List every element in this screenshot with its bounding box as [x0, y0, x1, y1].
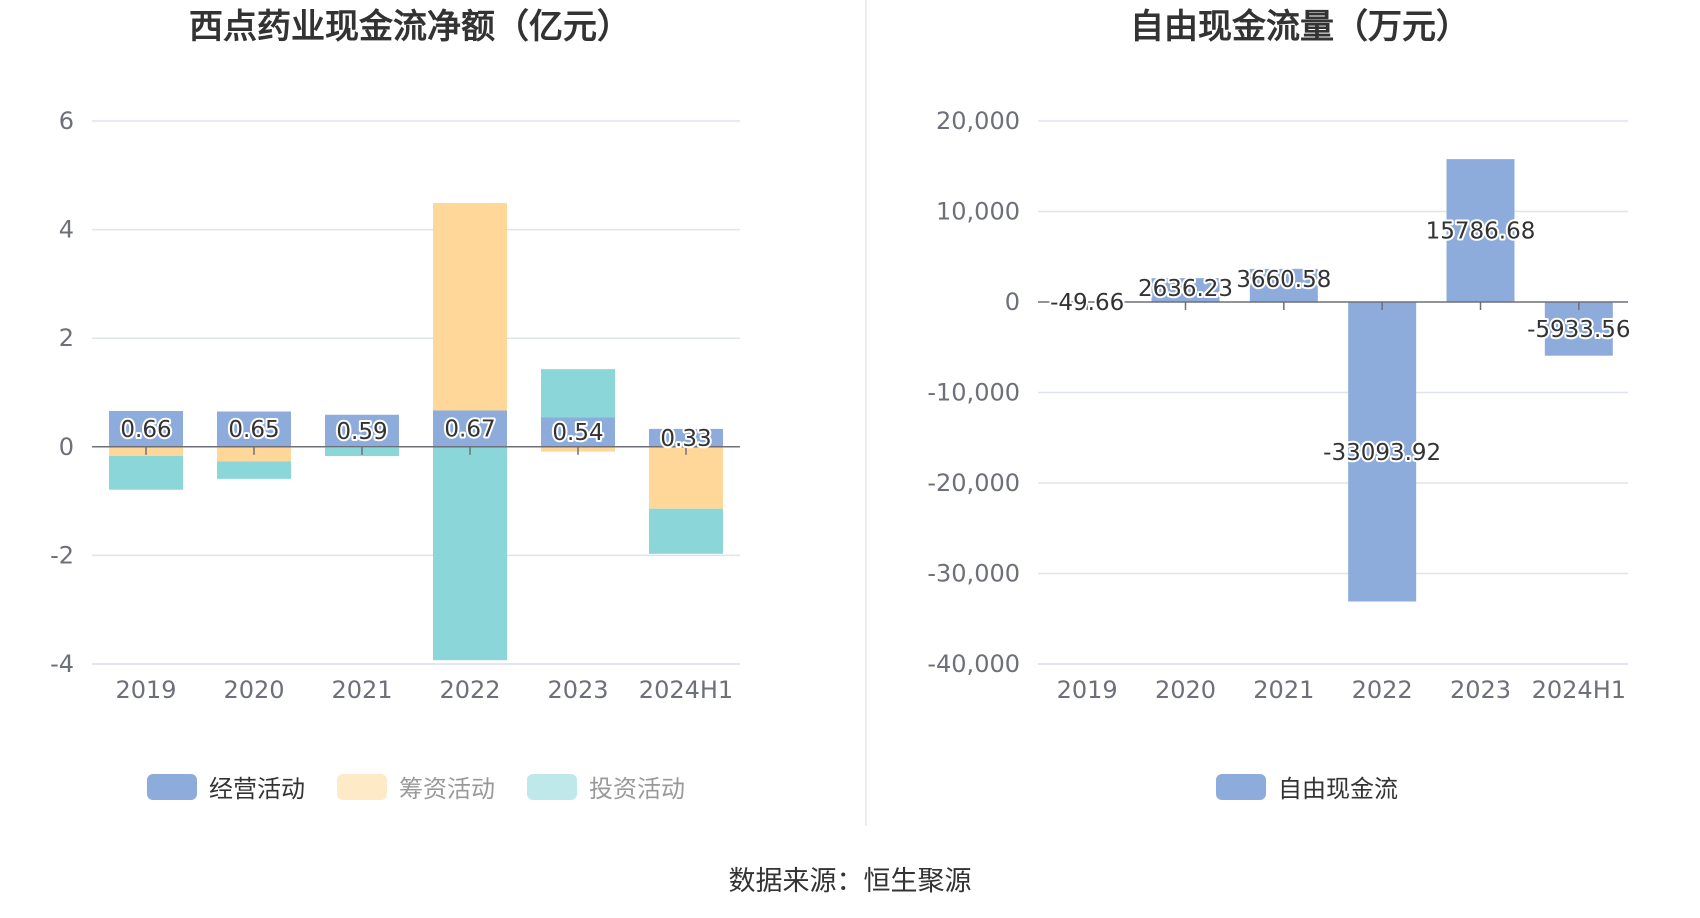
- data-label: 0.33: [660, 426, 711, 452]
- y-tick-label: 2: [59, 324, 74, 352]
- x-tick-label: 2022: [1352, 676, 1413, 704]
- bar-投资活动: [433, 446, 507, 661]
- bar-自由现金流: [1446, 159, 1515, 302]
- data-label: 0.67: [444, 417, 495, 443]
- bar-投资活动: [217, 461, 291, 479]
- legend-label: 投资活动: [589, 775, 685, 803]
- bar-投资活动: [541, 369, 615, 418]
- bar-投资活动: [109, 456, 183, 490]
- legend-label: 经营活动: [209, 775, 305, 803]
- data-label: 0.65: [228, 417, 279, 443]
- legend-swatch-自由现金流: [1216, 774, 1266, 800]
- y-tick-label: 4: [59, 216, 74, 244]
- bar-经营活动: [109, 410, 183, 447]
- data-label: -5933.56: [1527, 317, 1630, 343]
- bar-自由现金流: [1544, 302, 1613, 356]
- x-tick-label: 2021: [331, 676, 392, 704]
- y-tick-label: -30,000: [927, 560, 1020, 588]
- data-label: 0.66: [120, 417, 171, 443]
- bar-经营活动: [649, 428, 723, 447]
- x-tick-label: 2020: [1155, 676, 1216, 704]
- legend-label: 自由现金流: [1278, 775, 1398, 803]
- chart-title: 自由现金流量（万元）: [1130, 7, 1470, 47]
- y-tick-label: -2: [50, 541, 74, 569]
- y-tick-label: 0: [59, 433, 74, 461]
- x-tick-label: 2024H1: [1532, 676, 1626, 704]
- x-tick-label: 2020: [223, 676, 284, 704]
- y-tick-label: 6: [59, 107, 74, 135]
- data-source: 数据来源：恒生聚源: [729, 866, 972, 897]
- x-tick-label: 2023: [1450, 676, 1511, 704]
- bar-筹资活动: [433, 202, 507, 411]
- data-label: 2636.23: [1138, 276, 1233, 302]
- data-label: 0.54: [552, 420, 603, 446]
- cash-flow-chart: 西点药业现金流净额（亿元） -4 -2 0 2 4 6 2019 2020 2021 2022 202…: [50, 7, 740, 803]
- data-label: 3660.58: [1236, 267, 1331, 293]
- data-label: -33093.92: [1323, 440, 1441, 466]
- y-tick-label: 0: [1005, 288, 1020, 316]
- legend-label: 筹资活动: [399, 775, 495, 803]
- y-tick-label: -10,000: [927, 379, 1020, 407]
- legend-swatch-经营活动: [147, 774, 197, 800]
- x-tick-label: 2023: [547, 676, 608, 704]
- bar-经营活动: [433, 410, 507, 447]
- legend-swatch-筹资活动: [337, 774, 387, 800]
- x-tick-label: 2024H1: [639, 676, 733, 704]
- bar-经营活动: [325, 414, 399, 447]
- bar-自由现金流: [1151, 278, 1220, 302]
- x-tick-label: 2019: [115, 676, 176, 704]
- data-label: -49.66: [1050, 290, 1124, 316]
- y-tick-label: -40,000: [927, 650, 1020, 678]
- legend-swatch-投资活动: [527, 774, 577, 800]
- data-label: 15786.68: [1426, 219, 1536, 245]
- bar-经营活动: [541, 417, 615, 447]
- data-label: 0.59: [336, 419, 387, 445]
- x-tick-label: 2019: [1057, 676, 1118, 704]
- bar-自由现金流: [1249, 268, 1318, 302]
- free-cash-flow-chart: 自由现金流量（万元） -40,000 -30,000 -20,000 -10,000 0 1…: [927, 7, 1632, 803]
- y-tick-label: -20,000: [927, 469, 1020, 497]
- y-tick-label: -4: [50, 650, 74, 678]
- bar-投资活动: [649, 508, 723, 554]
- x-tick-label: 2022: [439, 676, 500, 704]
- bar-筹资活动: [649, 446, 723, 509]
- bar-自由现金流: [1348, 302, 1417, 602]
- chart-title: 西点药业现金流净额（亿元）: [189, 7, 631, 47]
- y-tick-label: 20,000: [936, 107, 1020, 135]
- y-tick-label: 10,000: [936, 198, 1020, 226]
- x-tick-label: 2021: [1253, 676, 1314, 704]
- bar-经营活动: [217, 411, 291, 447]
